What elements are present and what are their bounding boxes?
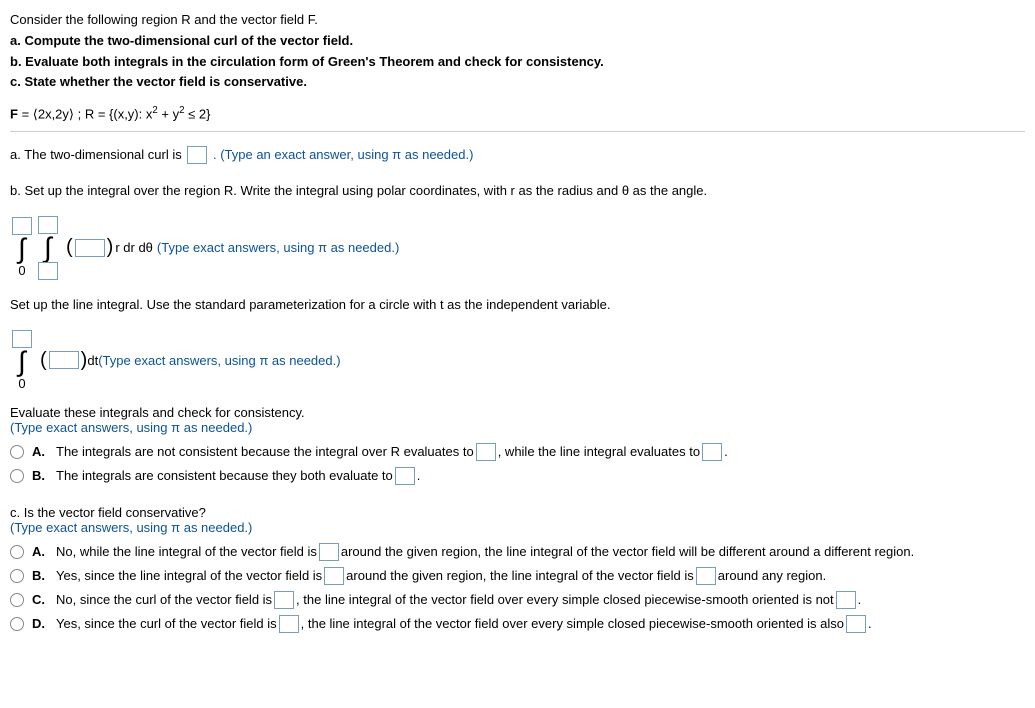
part-c-hint: (Type exact answers, using π as needed.): [10, 520, 1025, 535]
c-d-input2[interactable]: [846, 615, 866, 633]
eval-text: Evaluate these integrals and check for c…: [10, 405, 1025, 420]
outer-lower: 0: [18, 263, 25, 278]
line-integral: ∫ 0: [10, 330, 34, 391]
integral-sign-2: ∫: [43, 234, 53, 262]
c-label-d: D.: [32, 616, 50, 631]
outer-integral: ∫ 0: [10, 217, 34, 278]
part-a-section: a. The two-dimensional curl is . (Type a…: [10, 144, 1025, 166]
label-a: A.: [32, 444, 50, 459]
part-a-pre: a. The two-dimensional curl is: [10, 147, 185, 162]
eval-hint: (Type exact answers, using π as needed.): [10, 420, 1025, 435]
line-int-hint: (Type exact answers, using π as needed.): [98, 353, 340, 368]
eval-b-input[interactable]: [395, 467, 415, 485]
period-cc: .: [858, 592, 862, 607]
integral-sign-1: ∫: [17, 235, 27, 263]
c-a-input[interactable]: [319, 543, 339, 561]
c-b-input1[interactable]: [324, 567, 344, 585]
line-int-setup-text: Set up the line integral. Use the standa…: [10, 294, 1025, 316]
intro-text: Consider the following region R and the …: [10, 10, 1025, 31]
c-opt-b-2: around the given region, the line integr…: [346, 568, 694, 583]
c-radio-c[interactable]: [10, 593, 24, 607]
integrand-after: r dr dθ: [115, 240, 153, 255]
part-b-text: b. Evaluate both integrals in the circul…: [10, 52, 1025, 73]
c-radio-b[interactable]: [10, 569, 24, 583]
line-integral-block: ∫ 0 ( ) dt (Type exact answers, using π …: [10, 330, 1025, 391]
c-c-input2[interactable]: [836, 591, 856, 609]
c-label-b: B.: [32, 568, 50, 583]
period-a: .: [724, 444, 728, 459]
c-b-input2[interactable]: [696, 567, 716, 585]
c-option-c-row: C. No, since the curl of the vector fiel…: [10, 591, 1025, 609]
line-int-after: dt: [87, 353, 98, 368]
integral-sign-3: ∫: [17, 348, 27, 376]
c-radio-d[interactable]: [10, 617, 24, 631]
inner-upper-input[interactable]: [38, 216, 58, 234]
eval-a-input2[interactable]: [702, 443, 722, 461]
c-opt-d-2: , the line integral of the vector field …: [301, 616, 844, 631]
eval-opt-a-2: , while the line integral evaluates to: [498, 444, 700, 459]
c-opt-b-1: Yes, since the line integral of the vect…: [56, 568, 322, 583]
double-int-hint: (Type exact answers, using π as needed.): [157, 240, 399, 255]
paren-close: ): [107, 236, 114, 259]
curl-input[interactable]: [187, 146, 207, 164]
double-integral-block: ∫ 0 ∫ ( ) r dr dθ (Type exact answers, u…: [10, 216, 1025, 280]
part-c-question: c. Is the vector field conservative?: [10, 505, 1025, 520]
c-opt-c-2: , the line integral of the vector field …: [296, 592, 834, 607]
c-label-a: A.: [32, 544, 50, 559]
paren-close-2: ): [81, 349, 88, 372]
line-lower: 0: [18, 376, 25, 391]
eval-opt-a-1: The integrals are not consistent because…: [56, 444, 474, 459]
c-label-c: C.: [32, 592, 50, 607]
inner-lower-input[interactable]: [38, 262, 58, 280]
c-c-input1[interactable]: [274, 591, 294, 609]
c-d-input1[interactable]: [279, 615, 299, 633]
paren-open-2: (: [40, 349, 47, 372]
label-b: B.: [32, 468, 50, 483]
eval-a-input1[interactable]: [476, 443, 496, 461]
equation-line: F = ⟨2x,2y⟩ ; R = {(x,y): x2 + y2 ≤ 2}: [10, 101, 1025, 131]
eval-radio-a[interactable]: [10, 445, 24, 459]
eval-opt-b-1: The integrals are consistent because the…: [56, 468, 393, 483]
paren-open: (: [66, 236, 73, 259]
part-a-hint: . (Type an exact answer, using π as need…: [213, 147, 473, 162]
eval-option-b-row: B. The integrals are consistent because …: [10, 467, 1025, 485]
part-b-setup-text: b. Set up the integral over the region R…: [10, 180, 1025, 202]
part-c-text: c. State whether the vector field is con…: [10, 72, 1025, 93]
integrand-input[interactable]: [75, 239, 105, 257]
c-option-a-row: A. No, while the line integral of the ve…: [10, 543, 1025, 561]
eval-radio-b[interactable]: [10, 469, 24, 483]
c-opt-b-3: around any region.: [718, 568, 826, 583]
period-b: .: [417, 468, 421, 483]
c-opt-c-1: No, since the curl of the vector field i…: [56, 592, 272, 607]
inner-integral: ∫: [36, 216, 60, 280]
c-radio-a[interactable]: [10, 545, 24, 559]
c-opt-a-2: around the given region, the line integr…: [341, 544, 914, 559]
c-opt-d-1: Yes, since the curl of the vector field …: [56, 616, 277, 631]
line-integrand-input[interactable]: [49, 351, 79, 369]
c-option-b-row: B. Yes, since the line integral of the v…: [10, 567, 1025, 585]
problem-statement: Consider the following region R and the …: [10, 10, 1025, 93]
part-a-text: a. Compute the two-dimensional curl of t…: [10, 31, 1025, 52]
eval-option-a-row: A. The integrals are not consistent beca…: [10, 443, 1025, 461]
c-opt-a-1: No, while the line integral of the vecto…: [56, 544, 317, 559]
period-cd: .: [868, 616, 872, 631]
c-option-d-row: D. Yes, since the curl of the vector fie…: [10, 615, 1025, 633]
